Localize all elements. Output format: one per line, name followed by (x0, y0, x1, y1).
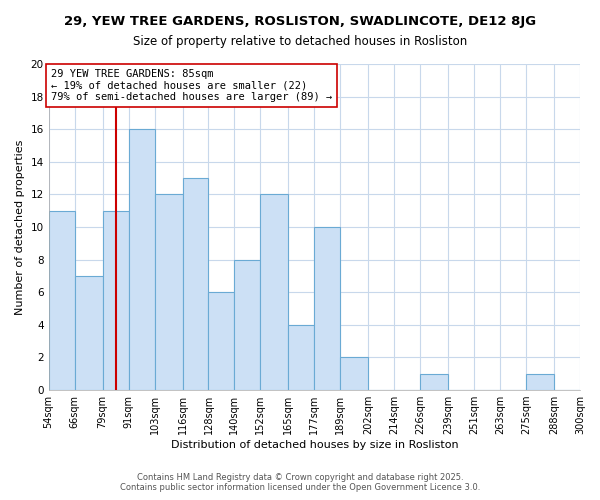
Bar (128, 129, 155, 390)
Bar (182, 178, 208, 390)
Bar (526, 374, 554, 390)
Bar (235, 260, 260, 390)
Text: 29 YEW TREE GARDENS: 85sqm
← 19% of detached houses are smaller (22)
79% of semi: 29 YEW TREE GARDENS: 85sqm ← 19% of deta… (51, 69, 332, 102)
Bar (289, 325, 314, 390)
Y-axis label: Number of detached properties: Number of detached properties (15, 140, 25, 314)
Text: 29, YEW TREE GARDENS, ROSLISTON, SWADLINCOTE, DE12 8JG: 29, YEW TREE GARDENS, ROSLISTON, SWADLIN… (64, 15, 536, 28)
Text: Size of property relative to detached houses in Rosliston: Size of property relative to detached ho… (133, 35, 467, 48)
X-axis label: Distribution of detached houses by size in Rosliston: Distribution of detached houses by size … (170, 440, 458, 450)
Bar (208, 292, 235, 390)
Bar (103, 210, 128, 390)
Bar (420, 374, 448, 390)
Text: Contains HM Land Registry data © Crown copyright and database right 2025.
Contai: Contains HM Land Registry data © Crown c… (120, 473, 480, 492)
Bar (155, 194, 182, 390)
Bar (74, 276, 103, 390)
Bar (49, 210, 74, 390)
Bar (314, 227, 340, 390)
Bar (260, 194, 289, 390)
Bar (340, 358, 368, 390)
